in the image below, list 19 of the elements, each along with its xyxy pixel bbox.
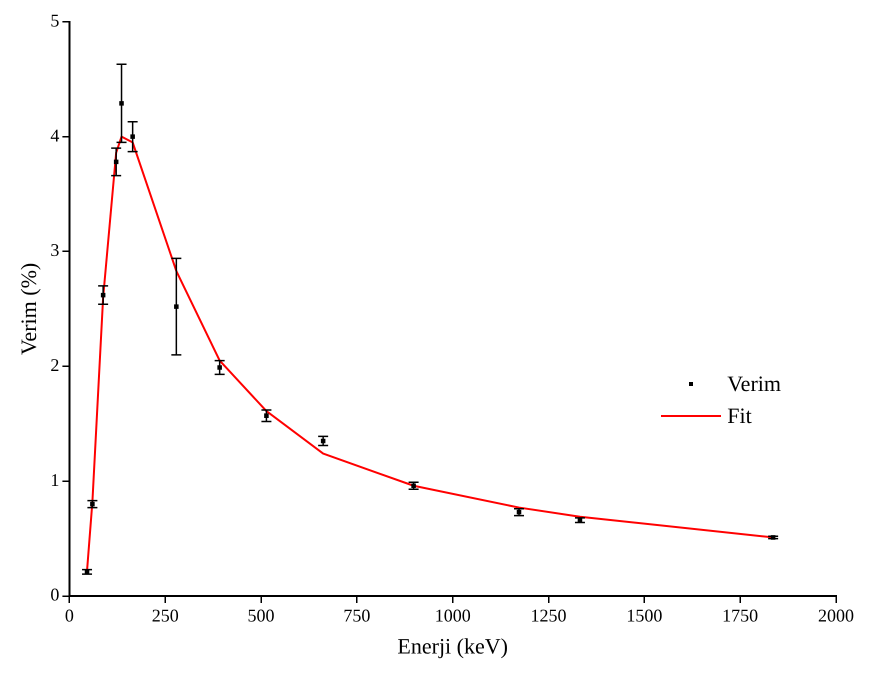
x-tick-label: 1500 [626, 606, 662, 626]
y-tick-label: 4 [50, 125, 60, 146]
y-tick-label: 1 [50, 470, 60, 490]
y-tick-label: 5 [50, 10, 60, 31]
legend-label: Verim [727, 371, 781, 397]
x-tick-label: 500 [248, 606, 275, 626]
x-tick-label: 2000 [818, 606, 854, 626]
x-axis-title: Enerji (keV) [397, 634, 508, 659]
x-tick-label: 0 [64, 606, 74, 626]
y-tick-label: 0 [50, 584, 60, 605]
legend-label: Fit [727, 403, 752, 429]
x-tick-label: 750 [343, 606, 370, 626]
x-tick-label: 1000 [434, 606, 471, 626]
x-tick-label: 1250 [530, 606, 567, 626]
y-axis-title: Verim (%) [16, 262, 41, 356]
y-tick-label: 2 [50, 355, 60, 376]
y-tick-label: 3 [50, 240, 60, 260]
x-tick-label: 250 [152, 606, 179, 626]
x-tick-label: 1750 [722, 606, 758, 626]
